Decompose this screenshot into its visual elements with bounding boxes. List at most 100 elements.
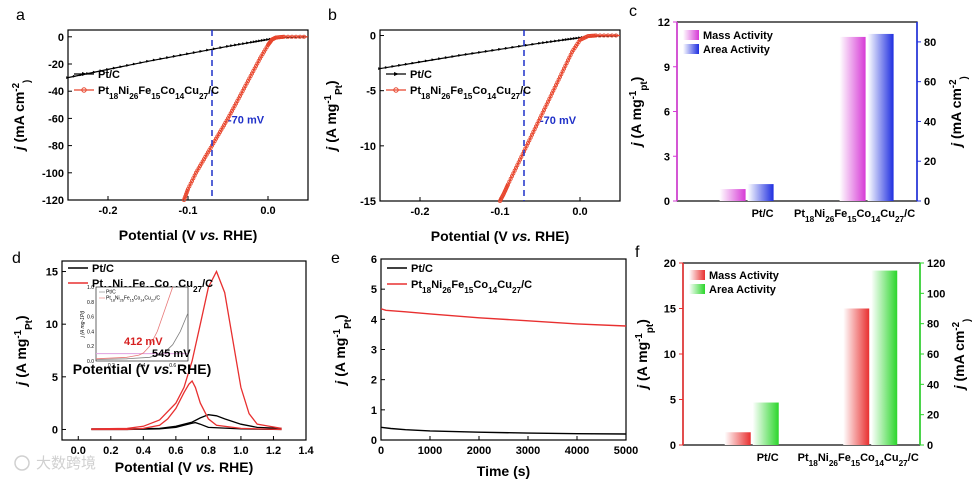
data-point [384,66,389,69]
inset-y-tick-label: 1.0 [87,285,94,291]
formula-subscript: 14 [488,286,498,295]
panel-b: -0.2 -0.1 0.00-5-10-15b-70 mVPt/CPt18Ni26F… [323,7,621,244]
legend-label: Mass Activity [703,30,774,42]
bar-mass-activity [724,432,751,445]
bar-mass-activity [839,36,866,201]
panel-d: 0.00.20.40.60.81.01.21.4051015dPt/CPt18N… [12,250,315,475]
axis-label-text: j (mA cm-2) [948,76,970,149]
axis-label-part: Potential (V [119,227,200,243]
formula-part: Ni [431,279,442,291]
data-point [252,40,257,44]
y-tick-label: 5 [371,284,377,296]
data-point [126,63,130,67]
data-point [546,40,550,44]
panel-letter: f [635,244,640,261]
formula-part: Ni [118,85,129,97]
data-point [185,188,190,193]
legend-marker-circle-icon [81,87,87,93]
y-tick-label: 1 [371,405,377,417]
data-point [186,52,190,56]
axis-label-part: j [11,145,27,152]
y2-tick-label: 20 [924,156,936,168]
formula-part: Fe [451,279,464,291]
data-point [418,60,422,64]
data-point [558,39,562,42]
y1-axis-label: j (A mg-1pt) [628,77,650,149]
axis-label-part: ) [628,77,644,82]
data-point [119,65,124,69]
inset-legend-label: Pt/C [106,290,116,296]
annotation-overpotential: -70 mV [228,115,265,127]
axis-label-part: RHE) [215,459,253,475]
axis-label-part: j [628,141,644,148]
series-line [380,426,627,435]
inset-annotation-545: 545 mV [152,348,191,360]
series-line [91,269,282,430]
axis-label-part: Pt [24,319,35,330]
data-point [591,33,596,38]
y-tick-label: -100 [42,168,64,180]
plot-frame [67,29,309,201]
formula-part: Cu [497,279,512,291]
axis-label-part: Potential (V [73,361,154,377]
legend-label: Area Activity [703,44,771,56]
y-tick-label: -10 [360,141,376,153]
formula-part: Co [473,279,488,291]
formula-part: Ni [814,208,825,220]
x-tick-label: 3000 [516,445,540,457]
data-point [263,38,268,42]
axis-label-part: (A mg [13,339,29,382]
y1-tick-label: 20 [664,258,676,270]
data-point [159,57,164,61]
watermark: 大数跨境 [14,454,96,472]
formula-part: /C [908,452,919,464]
inset-y-tick-label: 0.6 [87,315,94,321]
inset-y-axis-label: j (A mg-1Pt) [80,310,86,338]
bar-area-activity [752,402,779,445]
axis-label-part: vs. [154,361,173,377]
y1-tick-label: 5 [670,395,676,407]
y-tick-label: 4 [371,314,378,326]
y-tick-label: 3 [371,345,377,357]
formula-part: Co [472,85,487,97]
y-tick-label: -20 [48,59,64,71]
data-point [146,59,150,63]
data-point [285,34,290,39]
formula-part: /C [155,296,160,302]
axis-label-part: -1 [634,333,645,342]
y-tick-label: 10 [46,319,58,331]
axis-label-part: ) [959,76,970,79]
inset-x-axis-label: Potential (V vs. RHE) [73,361,212,377]
data-point [594,33,599,38]
data-point [610,33,615,38]
formula-subscript: 18 [805,215,815,224]
data-point [92,70,97,74]
axis-label-part: -1 [323,94,334,103]
data-point [172,54,177,58]
formula-subscript: 26 [825,215,835,224]
data-point [567,37,572,41]
x-axis-label: Potential (V vs. RHE) [431,228,570,244]
inset-series-line [95,286,174,360]
formula-part: Co [160,85,175,97]
formula-subscript: 14 [875,459,885,468]
y-axis-label: j (A mg-1Pt) [13,315,35,387]
data-point [524,43,529,47]
x-tick-label: 0.4 [136,445,152,457]
formula-subscript: 15 [463,92,473,101]
axis-label-part: ) [332,314,348,319]
axis-label-text: j (mA cm-2) [951,319,973,392]
panel-e: 0 1000 2000 3000 4000 50000123456ePt/CPt18Ni2… [331,250,638,479]
legend-marker-circle-icon [393,87,399,93]
x-tick-label: 0.2 [103,445,118,457]
series-line [380,308,627,327]
x-tick-label: 5000 [614,445,638,457]
inset-y-tick-label: 0.0 [87,359,94,365]
formula-subscript: 26 [441,92,451,101]
data-point [602,33,607,38]
watermark-text: 大数跨境 [36,454,96,472]
data-point [179,53,184,57]
data-point [258,39,262,43]
data-point [550,40,554,43]
y1-tick-label: 10 [664,349,676,361]
